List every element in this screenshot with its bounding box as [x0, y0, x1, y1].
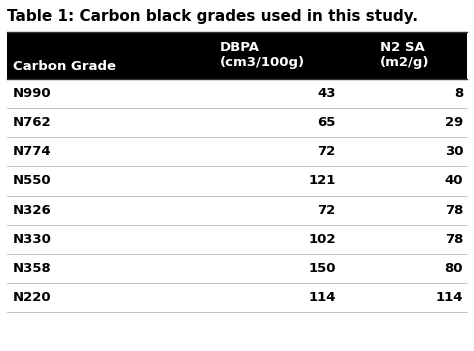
Bar: [7, 225, 467, 254]
Text: 30: 30: [445, 145, 463, 158]
Text: N2 SA
(m2/g): N2 SA (m2/g): [380, 41, 429, 69]
Text: N358: N358: [13, 262, 52, 275]
Text: 114: 114: [308, 291, 336, 304]
Text: N330: N330: [13, 233, 52, 246]
Text: 121: 121: [308, 174, 336, 187]
Bar: [7, 108, 467, 137]
Text: 72: 72: [318, 204, 336, 217]
Text: 80: 80: [445, 262, 463, 275]
Text: 150: 150: [308, 262, 336, 275]
Text: N220: N220: [13, 291, 51, 304]
Bar: [7, 166, 467, 196]
Text: 114: 114: [436, 291, 463, 304]
Bar: [7, 196, 467, 225]
Text: 29: 29: [445, 116, 463, 129]
Text: N774: N774: [13, 145, 51, 158]
Text: N990: N990: [13, 87, 51, 100]
Text: N762: N762: [13, 116, 51, 129]
Text: 102: 102: [308, 233, 336, 246]
Bar: [7, 79, 467, 108]
Text: 78: 78: [445, 204, 463, 217]
Bar: [7, 137, 467, 166]
Text: N550: N550: [13, 174, 51, 187]
Text: DBPA
(cm3/100g): DBPA (cm3/100g): [220, 41, 305, 69]
Text: Carbon Grade: Carbon Grade: [13, 60, 116, 73]
Bar: [7, 254, 467, 283]
Text: 72: 72: [318, 145, 336, 158]
Bar: [7, 283, 467, 312]
Text: Table 1: Carbon black grades used in this study.: Table 1: Carbon black grades used in thi…: [7, 9, 418, 24]
Text: N326: N326: [13, 204, 52, 217]
Text: 78: 78: [445, 233, 463, 246]
Text: 65: 65: [317, 116, 336, 129]
Bar: [7, 32, 467, 79]
Text: 8: 8: [454, 87, 463, 100]
Text: 40: 40: [445, 174, 463, 187]
Text: 43: 43: [317, 87, 336, 100]
